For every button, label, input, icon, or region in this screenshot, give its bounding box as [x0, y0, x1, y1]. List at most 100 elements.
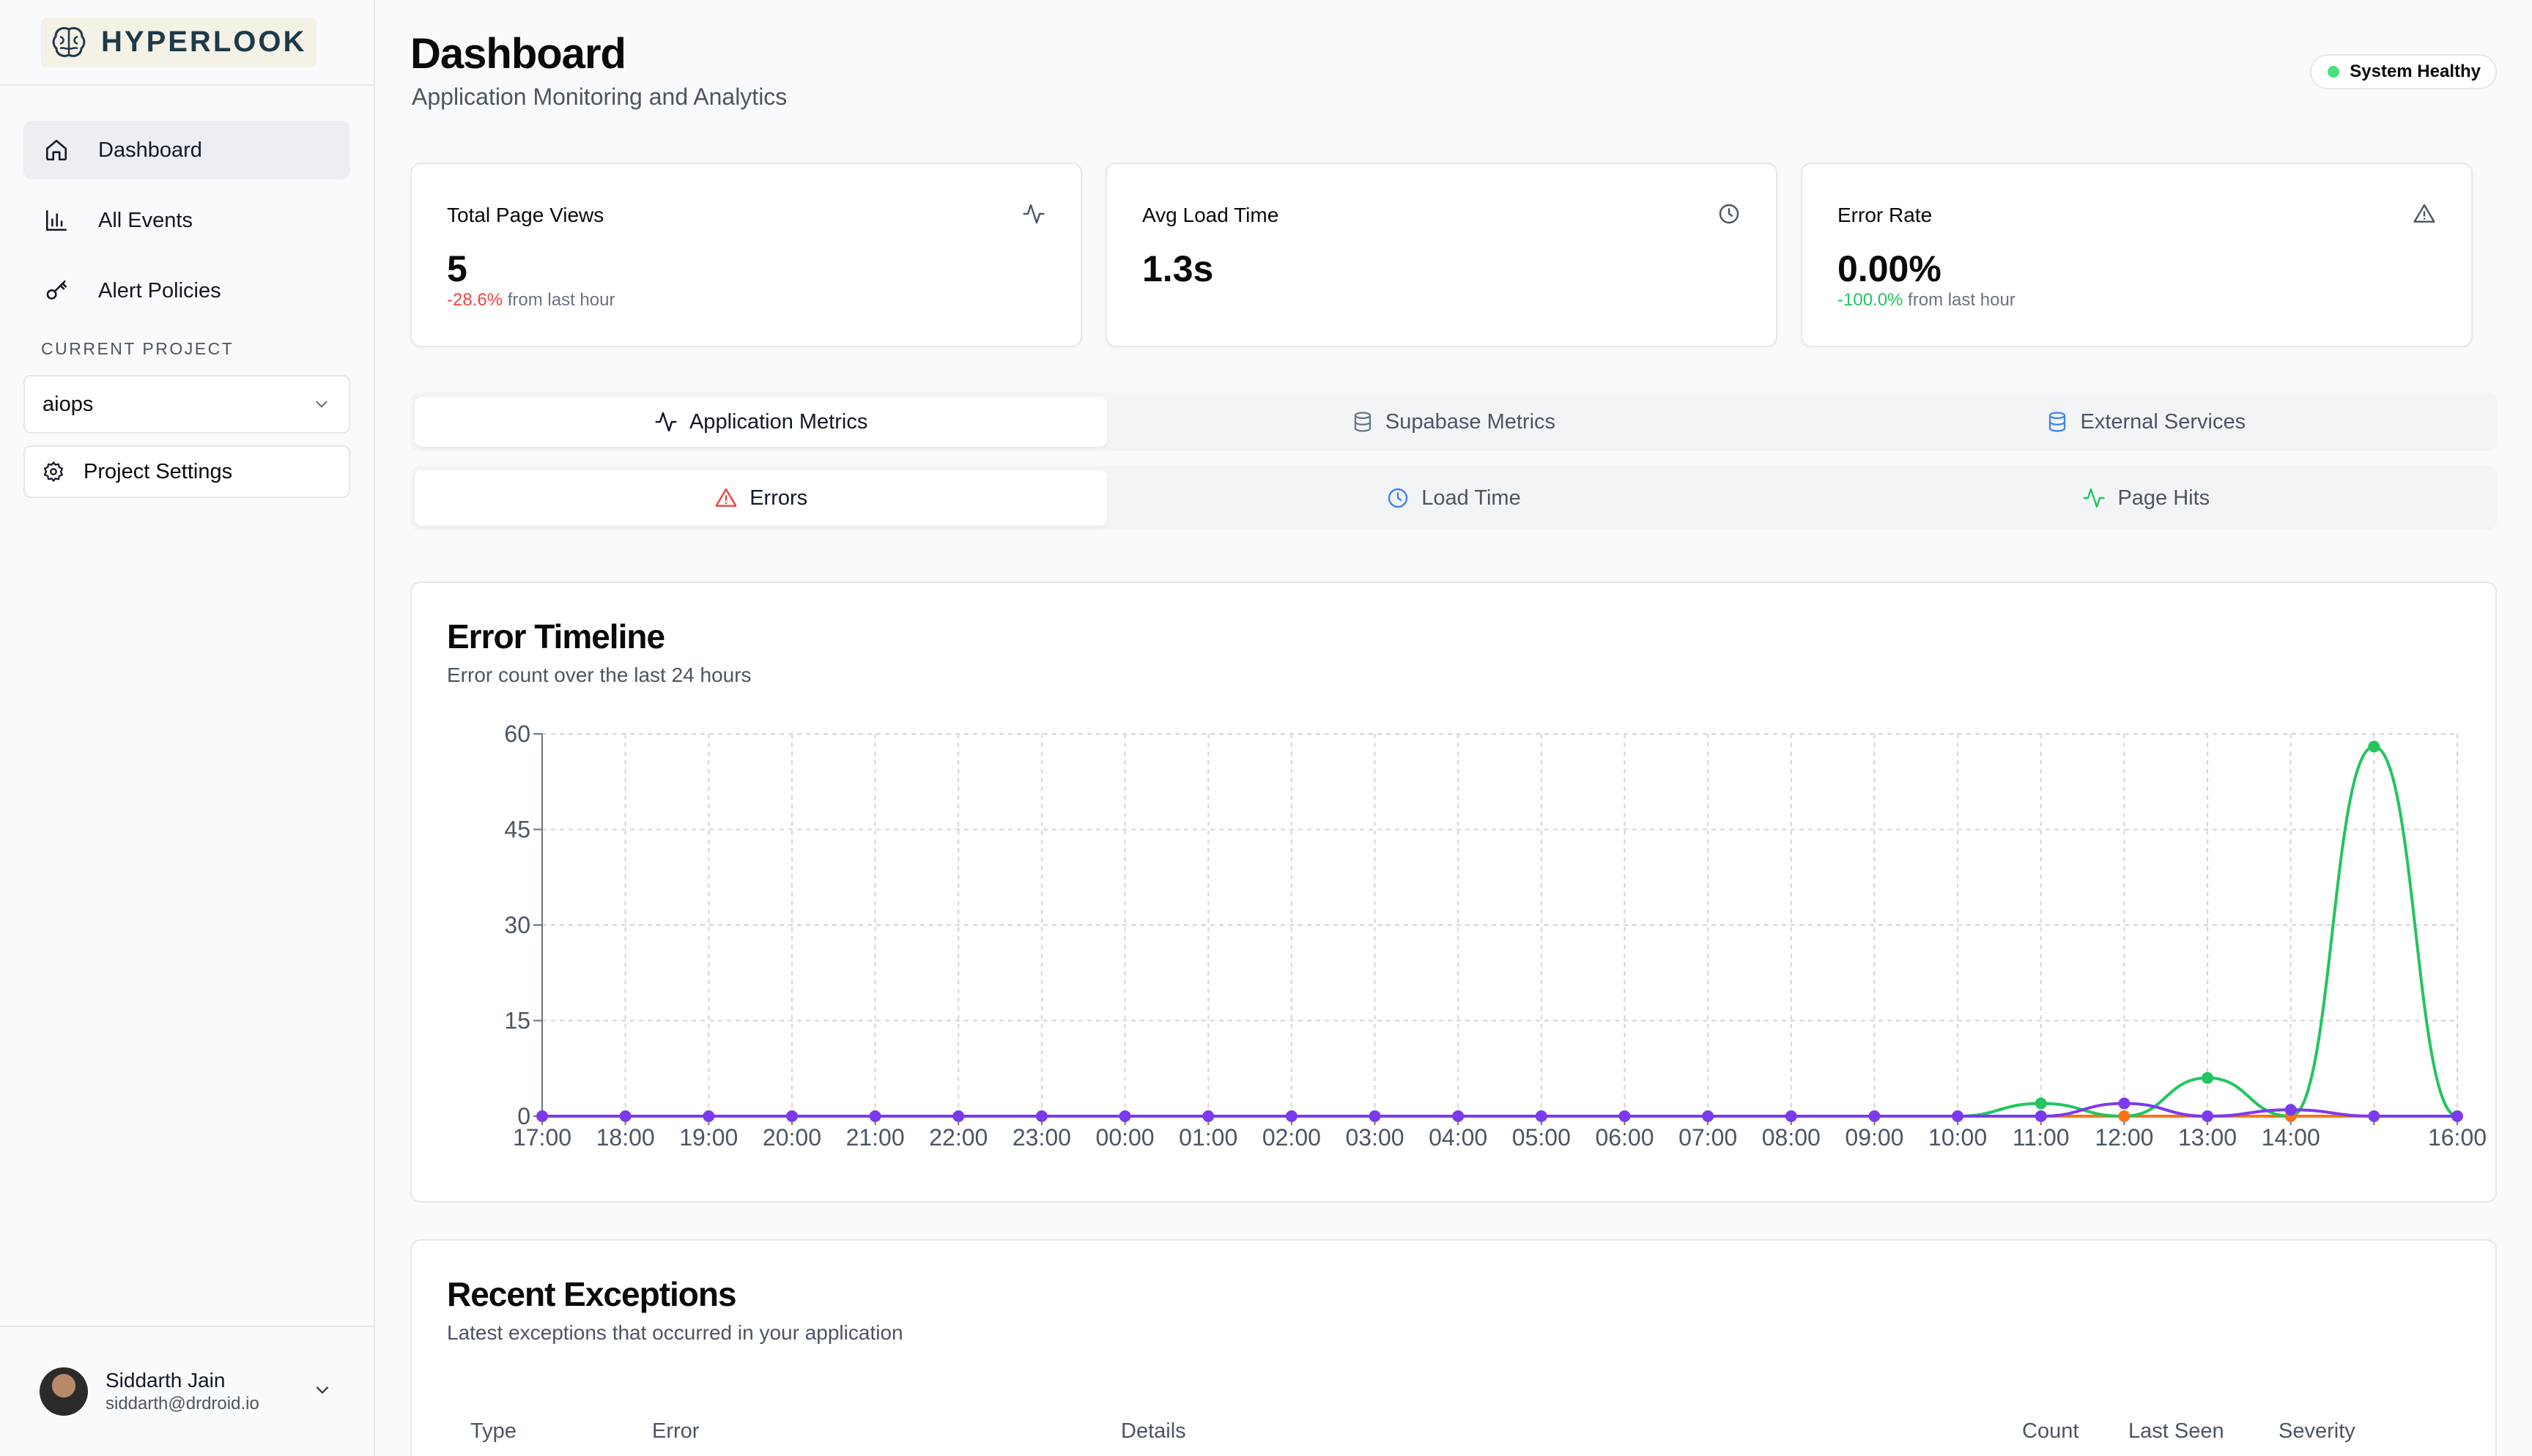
stat-cards: Total Page Views 5 -28.6% from last hour… [410, 163, 2497, 347]
data-point [1785, 1110, 1797, 1122]
data-point [2035, 1110, 2047, 1122]
x-tick-label: 01:00 [1179, 1124, 1237, 1151]
x-tick-label: 09:00 [1845, 1124, 1903, 1151]
project-settings-button[interactable]: Project Settings [23, 445, 350, 498]
series-line-2 [542, 1102, 2458, 1118]
column-header-count[interactable]: Count [2022, 1419, 2079, 1443]
panel-subtitle: Latest exceptions that occurred in your … [447, 1321, 903, 1344]
x-tick-label: 08:00 [1762, 1124, 1821, 1151]
data-point [2284, 1104, 2297, 1116]
data-point [785, 1110, 798, 1122]
x-tick-label: 19:00 [679, 1124, 738, 1151]
brand-logo[interactable]: HYPERLOOK [41, 17, 317, 67]
tab-supabase-metrics[interactable]: Supabase Metrics [1107, 397, 1799, 447]
page-subtitle: Application Monitoring and Analytics [412, 83, 788, 110]
column-header-details[interactable]: Details [1121, 1419, 1186, 1443]
tab-label: Application Metrics [689, 409, 868, 434]
recent-exceptions-panel: Recent Exceptions Latest exceptions that… [410, 1239, 2497, 1456]
brand-name: HYPERLOOK [101, 26, 307, 58]
status-badge: System Healthy [2310, 54, 2497, 89]
sidebar-item-alert-policies[interactable]: Alert Policies [23, 261, 350, 320]
change-suffix: from last hour [1903, 290, 2015, 310]
data-point [869, 1110, 881, 1122]
primary-tabs: Application Metrics Supabase Metrics Ext… [410, 393, 2497, 451]
change-suffix: from last hour [503, 290, 615, 310]
change-value: -100.0% [1837, 290, 1903, 310]
data-point [2368, 1110, 2380, 1122]
project-select[interactable]: aiops [23, 375, 350, 434]
data-point [1035, 1110, 1048, 1122]
data-point [1618, 1110, 1631, 1122]
clock-icon [1719, 204, 1739, 224]
card-change: -100.0% from last hour [1837, 290, 2015, 311]
x-tick-label: 14:00 [2262, 1124, 2320, 1151]
page-title: Dashboard [410, 30, 626, 78]
sidebar-item-all-events[interactable]: All Events [23, 191, 350, 250]
tab-label: Supabase Metrics [1385, 409, 1556, 434]
tab-application-metrics[interactable]: Application Metrics [415, 397, 1108, 447]
change-value: -28.6% [447, 290, 503, 310]
x-tick-label: 02:00 [1262, 1124, 1321, 1151]
panel-title: Recent Exceptions [447, 1275, 737, 1313]
tab-label: Load Time [1421, 486, 1521, 510]
data-point [1535, 1110, 1547, 1122]
data-point [619, 1110, 632, 1122]
column-header-type[interactable]: Type [470, 1419, 517, 1443]
sidebar-item-label: Dashboard [98, 138, 202, 162]
data-point [1285, 1110, 1298, 1122]
x-tick-label: 17:00 [513, 1124, 571, 1151]
y-tick-label: 60 [504, 721, 530, 747]
tab-page-hits[interactable]: Page Hits [1800, 470, 2492, 526]
database-icon [2049, 412, 2066, 432]
activity-icon [655, 412, 677, 432]
user-menu[interactable]: Siddarth Jain siddarth@drdroid.io [0, 1326, 374, 1456]
column-header-severity[interactable]: Severity [2279, 1419, 2355, 1443]
error-timeline-panel: Error Timeline Error count over the last… [410, 582, 2497, 1203]
panel-title: Error Timeline [447, 617, 665, 655]
data-point [2202, 1071, 2214, 1084]
card-change: -28.6% from last hour [447, 290, 615, 311]
column-header-last-seen[interactable]: Last Seen [2128, 1419, 2224, 1443]
data-point [2118, 1110, 2131, 1122]
tab-errors[interactable]: Errors [415, 470, 1108, 526]
card-value: 5 [447, 248, 467, 289]
database-icon [1354, 412, 1372, 432]
x-tick-label: 21:00 [846, 1124, 905, 1151]
tab-label: Page Hits [2117, 486, 2210, 510]
data-point [952, 1110, 965, 1122]
project-select-value: aiops [42, 392, 94, 416]
sidebar-item-label: Alert Policies [98, 278, 221, 302]
tab-label: Errors [749, 486, 808, 510]
status-dot [2328, 66, 2340, 78]
series-line-1 [542, 745, 2458, 1118]
stat-card-error-rate: Error Rate 0.00% -100.0% from last hour [1801, 163, 2473, 347]
data-point [2035, 1097, 2047, 1110]
sidebar: HYPERLOOK Dashboard All Events Alert Pol… [0, 0, 375, 1456]
y-tick-label: 45 [504, 817, 530, 843]
data-point [2202, 1110, 2214, 1122]
data-point [2118, 1097, 2131, 1110]
x-tick-label: 13:00 [2178, 1124, 2237, 1151]
home-icon [45, 139, 67, 161]
x-tick-label: 10:00 [1928, 1124, 1987, 1151]
x-tick-label: 05:00 [1512, 1124, 1571, 1151]
sidebar-nav: Dashboard All Events Alert Policies CURR… [0, 86, 374, 498]
x-tick-label: 20:00 [763, 1124, 821, 1151]
card-title: Error Rate [1837, 204, 1933, 226]
data-point [1119, 1110, 1131, 1122]
column-header-error[interactable]: Error [652, 1419, 700, 1443]
x-tick-label: 00:00 [1096, 1124, 1155, 1151]
tab-load-time[interactable]: Load Time [1107, 470, 1799, 526]
tab-external-services[interactable]: External Services [1800, 397, 2492, 447]
user-info: Siddarth Jain siddarth@drdroid.io [106, 1369, 259, 1414]
chevron-down-icon [316, 1386, 329, 1394]
table-header: Type Error Details Count Last Seen Sever… [447, 1403, 2462, 1456]
x-tick-label: 03:00 [1345, 1124, 1404, 1151]
user-name: Siddarth Jain [106, 1369, 226, 1392]
panel-subtitle: Error count over the last 24 hours [447, 664, 752, 686]
project-settings-label: Project Settings [84, 459, 233, 483]
data-point [2368, 740, 2380, 753]
alert-triangle-icon [715, 488, 737, 507]
tab-label: External Services [2080, 409, 2246, 434]
sidebar-item-dashboard[interactable]: Dashboard [23, 121, 350, 179]
